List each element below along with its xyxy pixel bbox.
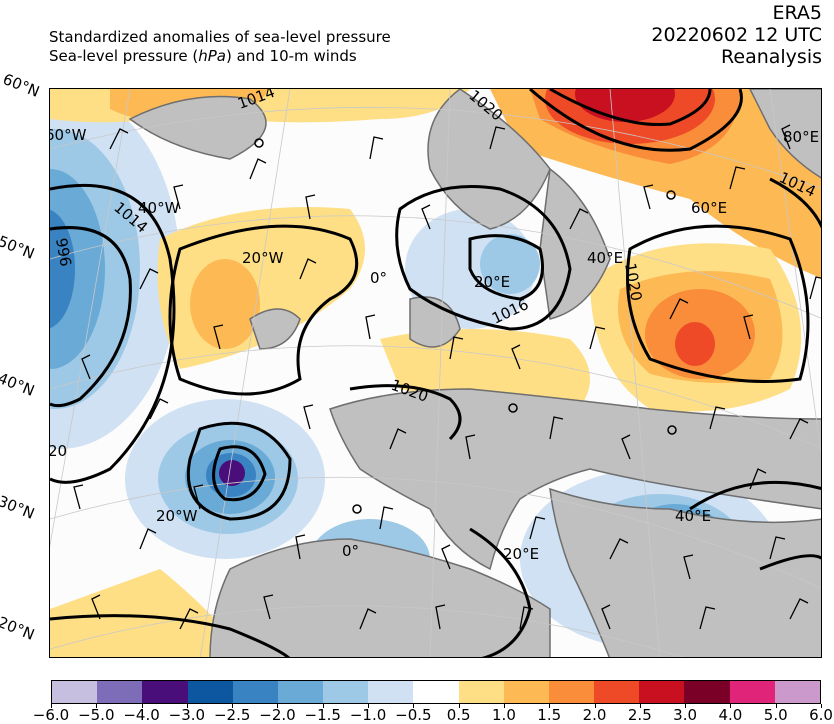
lat-label-60n: 60°N: [0, 70, 43, 101]
title-line-2: Sea-level pressure (hPa) and 10-m winds: [49, 47, 357, 65]
lon-label: 20°E: [503, 545, 539, 563]
colorbar-swatch: [413, 681, 459, 703]
lon-label: 60°E: [691, 199, 727, 217]
colorbar-tick-mark: [594, 704, 596, 708]
colorbar-swatch: [458, 681, 504, 703]
colorbar-tick-mark: [775, 704, 777, 708]
colorbar-swatch: [503, 681, 549, 703]
map-canvas: 60°W 40°W 20°W 20°W 0° 0° 20°E 20°E 40°E…: [50, 89, 821, 657]
colorbar-swatch: [277, 681, 324, 703]
wind-barbs: [73, 124, 821, 630]
colorbar-tick-mark: [821, 704, 822, 708]
lon-label: 40°W: [138, 199, 180, 217]
datetime-label: 20220602 12 UTC: [651, 24, 822, 46]
colorbar-tick-mark: [685, 704, 687, 708]
colorbar-tick-label: 3.0: [673, 706, 698, 724]
colorbar-tick-mark: [503, 704, 505, 708]
colorbar-tick-label: −1.0: [349, 706, 387, 724]
colorbar-tick-mark: [51, 704, 52, 708]
colorbar-swatch: [52, 681, 98, 703]
lon-label: 60°W: [50, 126, 87, 144]
colorbar-tick-mark: [322, 704, 324, 708]
colorbar-ticks: −6.0 −5.0 −4.0 −3.0 −2.5 −2.0 −1.5 −1.0 −0.5 0.5 1…: [33, 704, 833, 724]
colorbar-tick-label: −5.0: [78, 706, 115, 724]
colorbar-tick-label: 1.0: [492, 706, 516, 724]
colorbar-swatch: [729, 681, 775, 703]
colorbar-tick-mark: [96, 704, 98, 708]
lon-label: 40°E: [587, 249, 623, 267]
colorbar-tick-mark: [549, 704, 551, 708]
lon-label: 0°: [370, 269, 387, 287]
colorbar-swatch: [548, 681, 595, 703]
lon-label: 20°W: [242, 249, 284, 267]
lat-label-20n: 20°N: [0, 613, 38, 644]
colorbar-tick-label: 2.0: [582, 706, 607, 724]
colorbar-swatch: [187, 681, 233, 703]
colorbar-tick-label: 0.5: [446, 706, 471, 724]
svg-text:20: 20: [50, 442, 67, 460]
lat-label-30n: 30°N: [0, 492, 38, 523]
isobars: [50, 89, 821, 657]
lon-label: 0°: [342, 542, 359, 560]
colorbar-tick-mark: [730, 704, 732, 708]
map-info: ERA5 20220602 12 UTC Reanalysis: [651, 2, 822, 68]
colorbar: [51, 680, 821, 704]
colorbar-tick-label: −6.0: [32, 706, 70, 724]
colorbar-swatch: [639, 681, 685, 703]
lat-label-50n: 50°N: [0, 232, 38, 263]
dataset-label: ERA5: [772, 2, 822, 24]
colorbar-tick-label: −1.5: [304, 706, 341, 724]
colorbar-tick-label: −3.0: [168, 706, 206, 724]
graticule: [50, 89, 821, 657]
colorbar-swatch: [368, 681, 414, 703]
colorbar-tick-mark: [277, 704, 279, 708]
colorbar-tick-label: 1.5: [537, 706, 562, 724]
colorbar-tick-label: −2.5: [213, 706, 251, 724]
colorbar-tick-label: 5.0: [763, 706, 788, 724]
colorbar-tick-label: 6.0: [809, 706, 833, 724]
colorbar-tick-label: −2.0: [259, 706, 296, 724]
colorbar-tick-label: −0.5: [395, 706, 432, 724]
colorbar-tick-mark: [232, 704, 234, 708]
colorbar-swatch: [232, 681, 278, 703]
calm-markers: [254, 138, 677, 514]
colorbar-tick-mark: [413, 704, 415, 708]
colorbar-swatch: [774, 681, 820, 703]
svg-text:996: 996: [52, 237, 75, 268]
title-line-1: Standardized anomalies of sea-level pres…: [49, 28, 391, 46]
colorbar-swatch: [684, 681, 730, 703]
colorbar-tick-label: 4.0: [718, 706, 743, 724]
lon-label: 80°E: [783, 128, 819, 146]
colorbar-swatch: [142, 681, 188, 703]
lon-label: 40°E: [675, 507, 711, 525]
colorbar-swatch: [97, 681, 143, 703]
map-text-labels: 60°W 40°W 20°W 20°W 0° 0° 20°E 20°E 40°E…: [50, 126, 819, 563]
colorbar-tick-label: −4.0: [123, 706, 160, 724]
colorbar-tick-mark: [141, 704, 143, 708]
colorbar-tick-label: 2.5: [627, 706, 652, 724]
map-title: Standardized anomalies of sea-level pres…: [49, 28, 391, 66]
colorbar-tick-mark: [186, 704, 188, 708]
lon-label: 20°E: [474, 273, 510, 291]
colorbar-swatch: [323, 681, 369, 703]
map-panel: 60°W 40°W 20°W 20°W 0° 0° 20°E 20°E 40°E…: [49, 88, 822, 658]
colorbar-tick-mark: [639, 704, 641, 708]
colorbar-tick-mark: [458, 704, 460, 708]
colorbar-swatch: [594, 681, 640, 703]
colorbar-tick-mark: [368, 704, 370, 708]
lon-label: 20°W: [156, 507, 198, 525]
lat-label-40n: 40°N: [0, 369, 38, 400]
product-label: Reanalysis: [721, 46, 822, 68]
